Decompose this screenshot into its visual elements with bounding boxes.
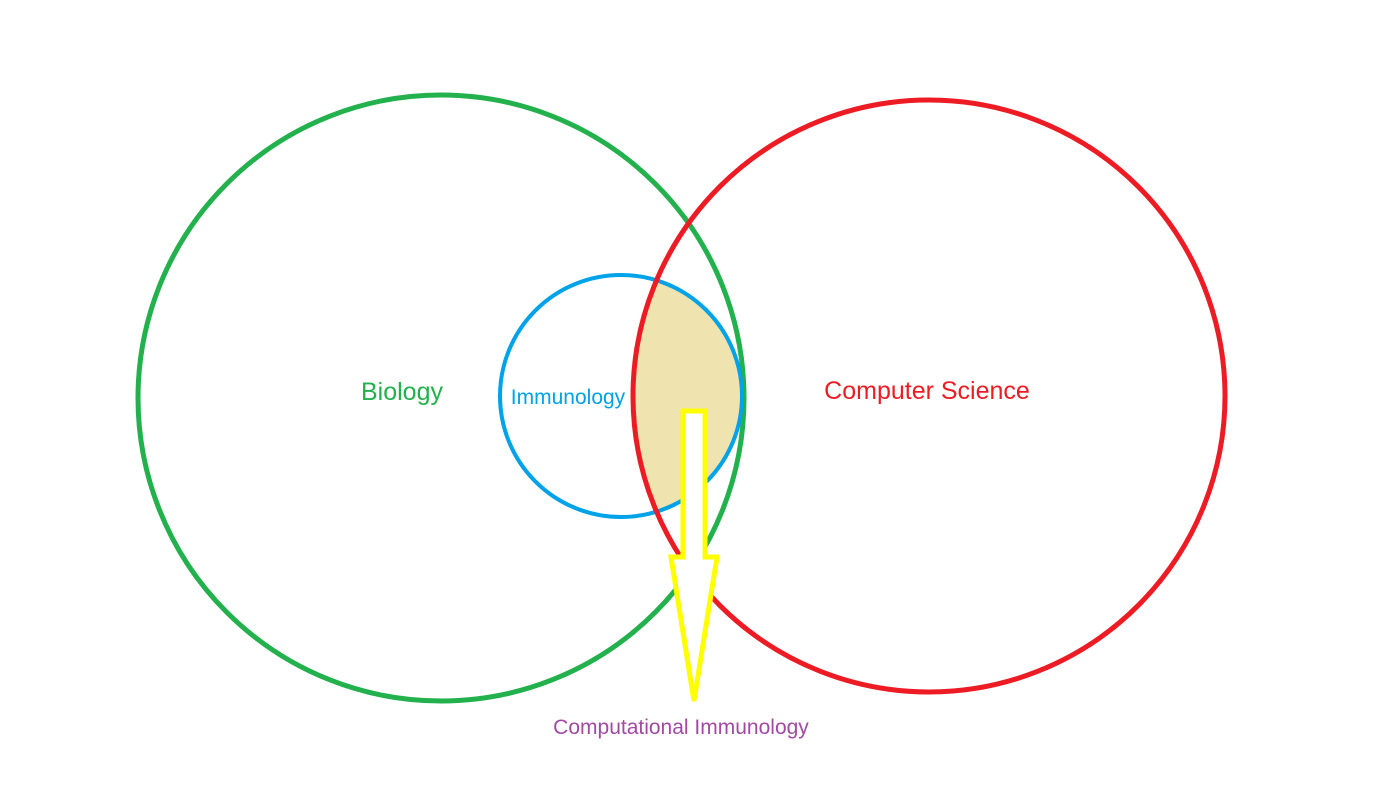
immunology-circle bbox=[498, 273, 744, 519]
arrow-down-icon bbox=[668, 408, 720, 702]
immunology-label: Immunology bbox=[511, 386, 626, 409]
computer-science-circle bbox=[630, 97, 1228, 695]
computational-immunology-label: Computational Immunology bbox=[553, 716, 809, 739]
biology-circle bbox=[135, 92, 747, 704]
computer-science-label: Computer Science bbox=[824, 377, 1030, 405]
biology-label: Biology bbox=[361, 378, 443, 406]
